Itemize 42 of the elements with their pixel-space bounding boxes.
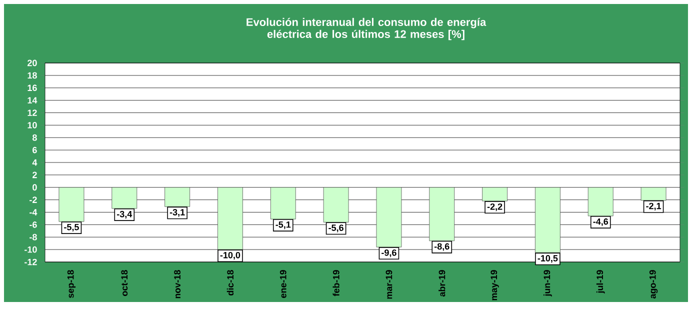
y-tick-label: 0 [32, 184, 37, 191]
x-tick-label: abr-19 [438, 270, 446, 297]
x-tick-label: feb-19 [332, 270, 340, 296]
y-tick-label: 20 [28, 60, 37, 66]
data-label: -10,0 [220, 252, 240, 260]
data-label: -9,6 [382, 249, 396, 258]
y-tick-label: 2 [32, 172, 37, 178]
data-label: -5,6 [328, 224, 344, 232]
y-tick-label: 6 [32, 146, 37, 154]
y-tick-label: 10 [28, 122, 37, 128]
x-tick-label: dic-18 [226, 270, 234, 296]
x-tick-label: ago-19 [649, 270, 658, 299]
y-tick-label: -2 [30, 196, 37, 203]
data-label: -3,1 [170, 209, 185, 217]
x-tick-label: ene-19 [280, 270, 286, 298]
y-tick-label: 12 [28, 110, 37, 116]
y-tick-label: -4 [30, 209, 38, 216]
data-label: -10,5 [538, 255, 558, 263]
y-tick-label: 8 [32, 134, 37, 141]
y-tick-label: 14 [28, 97, 38, 104]
data-label: -2,2 [487, 203, 502, 212]
y-tick-label: -8 [30, 234, 37, 240]
y-tick-label: -12 [24, 258, 37, 266]
x-tick-label: nov-18 [174, 270, 180, 298]
y-tick-label: -6 [30, 221, 37, 228]
data-label: -8,6 [434, 243, 450, 251]
y-tick-label: -10 [24, 246, 37, 253]
y-tick-label: 16 [28, 84, 37, 92]
x-tick-label: oct-18 [121, 270, 128, 296]
x-tick-label: jul-19 [596, 270, 605, 294]
data-label: -3,4 [116, 210, 132, 219]
data-label: -4,6 [593, 218, 608, 226]
y-tick-label: 4 [32, 159, 38, 166]
data-label: -2,1 [646, 202, 662, 211]
chart-title: Evolución interanual del consumo de energía eléctrica de los últimos 12 meses [%] [246, 18, 486, 40]
data-label: -5,1 [276, 221, 291, 230]
x-tick-label: mar-19 [386, 270, 392, 299]
x-tick-label: jun-19 [544, 270, 552, 296]
x-tick-label: may-19 [490, 270, 499, 300]
y-tick-label: 18 [28, 72, 37, 79]
x-tick-label: sep-18 [67, 270, 76, 298]
data-label: -5,5 [64, 224, 79, 232]
